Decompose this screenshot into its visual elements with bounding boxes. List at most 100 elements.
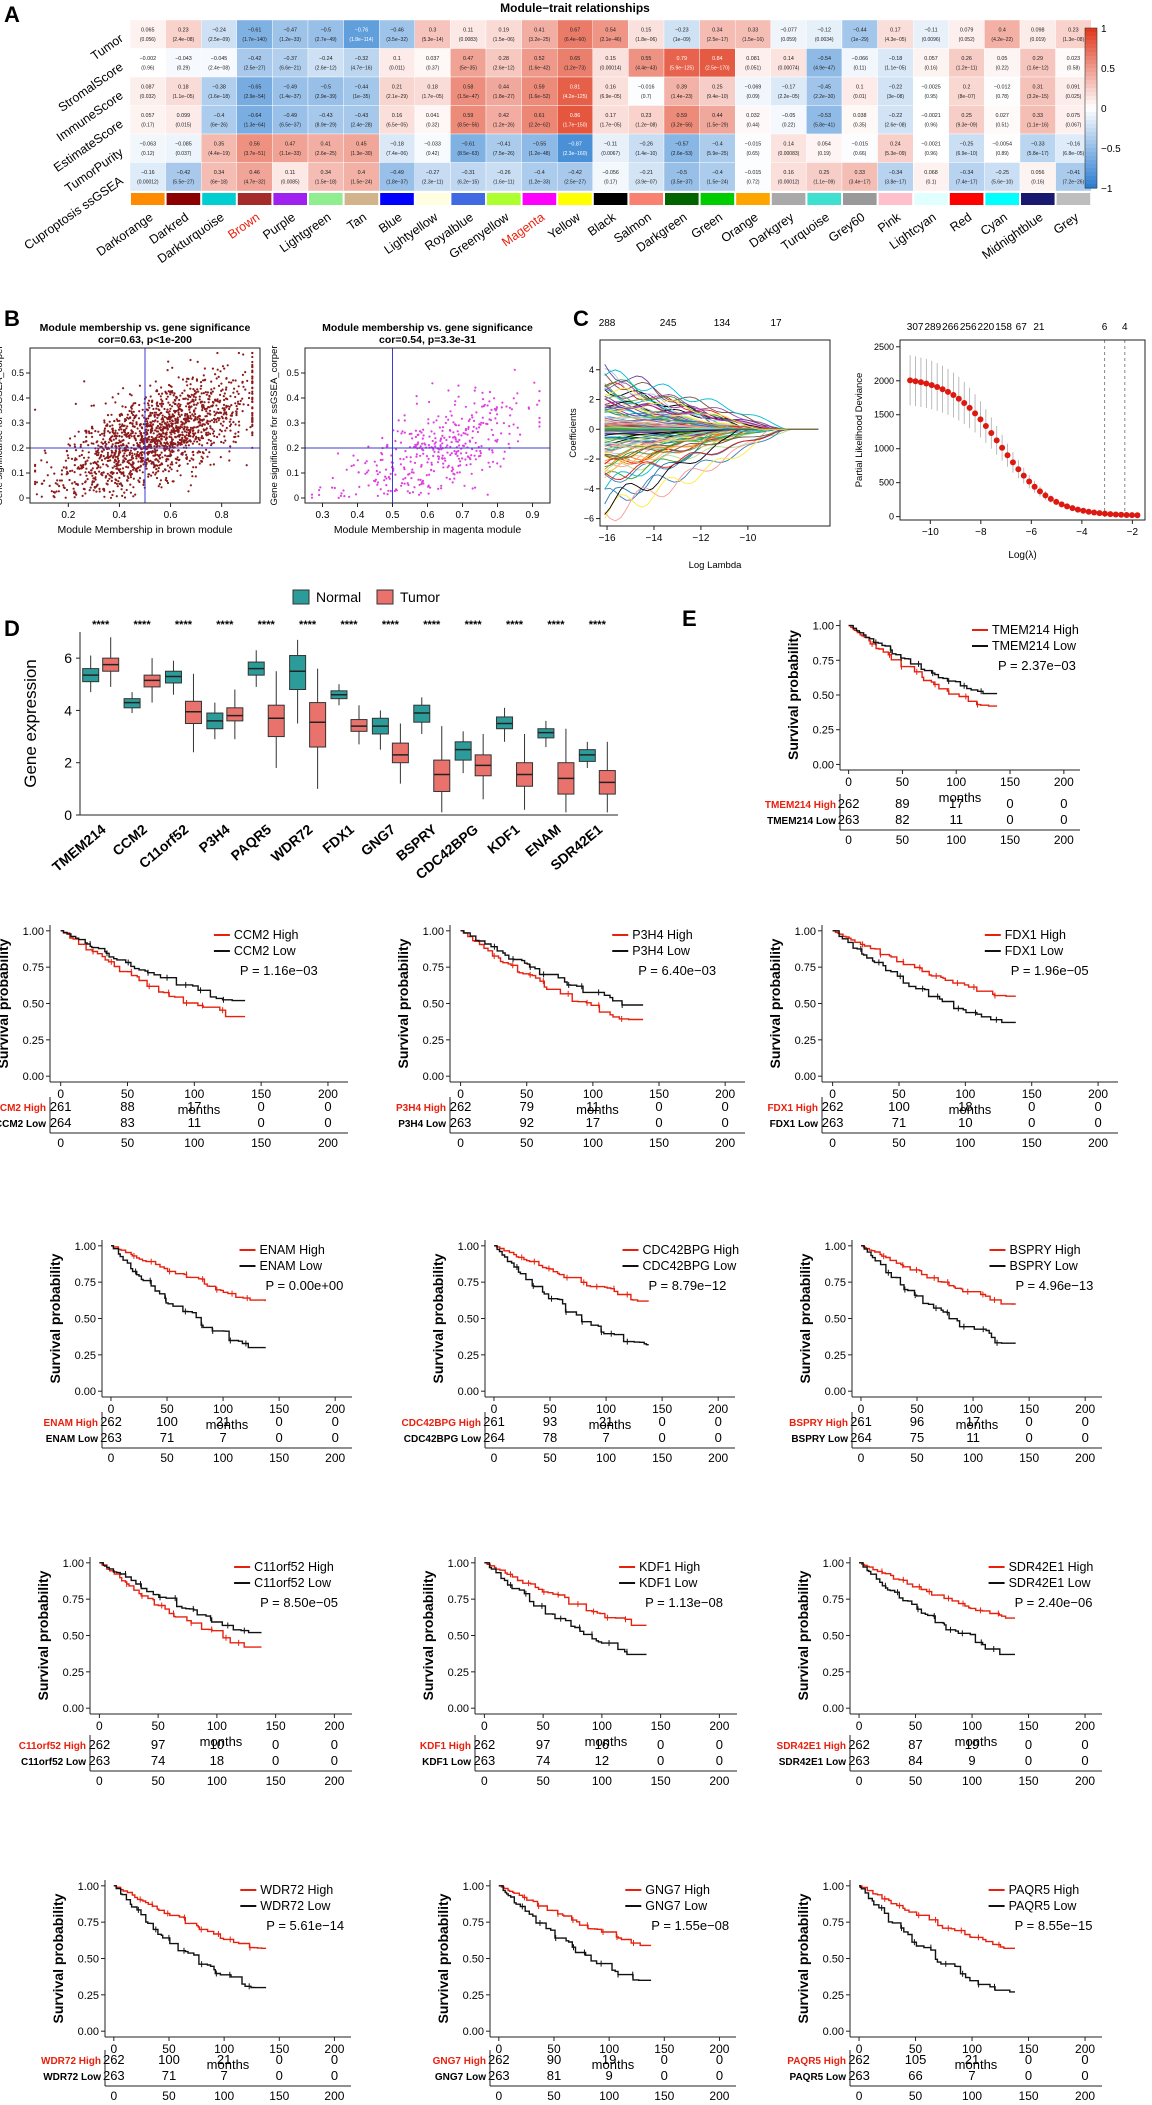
scatter-point	[194, 466, 198, 469]
scatter-point	[157, 460, 160, 463]
heatmap-cell: −0.46(3.5e−32)	[379, 19, 416, 49]
scatter-point	[414, 443, 417, 446]
scatter-point	[186, 413, 189, 416]
scatter-point	[126, 479, 129, 482]
scatter-point	[464, 442, 467, 445]
risk-x-tick-label: 0	[856, 1774, 863, 1788]
module-color-swatch	[273, 193, 307, 205]
scatter-point	[129, 476, 132, 479]
colorbar-segment	[1085, 60, 1097, 65]
scatter-point	[166, 481, 170, 485]
scatter-point	[389, 472, 392, 475]
heatmap-cell-value: −0.42	[568, 170, 582, 176]
km-curve-high	[494, 1245, 649, 1302]
y-axis-label: Survival probability	[35, 1570, 51, 1700]
cv-point	[1096, 510, 1103, 517]
scatter-point	[169, 407, 172, 410]
heatmap-cell-value: −0.016	[638, 85, 655, 91]
scatter-point	[381, 458, 384, 461]
scatter-point	[476, 430, 479, 434]
scatter-point	[158, 436, 161, 439]
scatter-point	[134, 469, 137, 472]
scatter-point	[115, 482, 118, 485]
km-panels: 0 50 100 150 2000.000.250.500.751.00monthsSu…	[0, 620, 1118, 2103]
scatter-point	[147, 451, 150, 454]
box-tumor	[309, 702, 327, 748]
scatter-point	[225, 411, 228, 414]
heatmap-cell-pvalue: (0.95)	[924, 94, 937, 100]
x-tick-label: 200	[1075, 1402, 1095, 1416]
cv-point	[1085, 508, 1092, 515]
scatter-point	[130, 394, 133, 397]
risk-x-tick-label: 50	[536, 1774, 550, 1788]
scatter-point	[208, 409, 212, 412]
scatter-point	[160, 386, 163, 389]
scatter-point	[164, 468, 167, 472]
risk-row-label-high: BSPRY High	[789, 1418, 848, 1429]
heatmap-cell: 0.16(0.00012)	[770, 162, 807, 192]
scatter-point	[482, 421, 485, 425]
x-tick-label: 0	[829, 1087, 836, 1101]
p-value: P = 5.61e−14	[266, 1918, 344, 1933]
scatter-point	[100, 441, 103, 444]
y-tick-label: 1.00	[795, 926, 816, 938]
scatter-point	[121, 413, 124, 417]
heatmap-cell-value: 0.54	[605, 28, 616, 34]
y-tick-label: 0.25	[75, 1350, 96, 1362]
scatter-point	[491, 433, 495, 437]
scatter-point	[512, 397, 515, 400]
heatmap-cell-pvalue: (4.4e−19)	[208, 151, 230, 157]
km-curve-low	[494, 1245, 649, 1346]
scatter-point	[156, 449, 159, 452]
scatter-point	[365, 471, 369, 474]
risk-count-high: 21	[965, 2052, 979, 2067]
heatmap-cell-value: 0.16	[392, 113, 403, 119]
scatter-point	[495, 406, 498, 409]
cv-point	[988, 430, 995, 437]
heatmap-cell: 0.11(0.0083)	[450, 19, 487, 49]
heatmap-cell-value: −0.53	[817, 113, 831, 119]
scatter-point	[196, 416, 199, 419]
heatmap-cell-value: −0.27	[426, 170, 440, 176]
scatter-point	[182, 427, 186, 430]
risk-count-high: 100	[156, 1414, 178, 1429]
heatmap-cell: −0.76(1.8e−114)	[343, 19, 380, 49]
scatter-point	[245, 464, 248, 467]
scatter-point	[428, 400, 431, 404]
scatter-point	[473, 389, 476, 392]
y-tick-label: 0.75	[458, 1277, 479, 1289]
scatter-point	[52, 495, 55, 498]
scatter-point	[73, 490, 76, 493]
module-color-swatch	[843, 193, 877, 205]
y-axis-label: Survival probability	[795, 1570, 811, 1700]
scatter-point	[123, 491, 126, 494]
scatter-point	[488, 448, 491, 451]
risk-count-high: 11	[586, 1099, 600, 1114]
x-tick-label: −6	[1026, 527, 1038, 538]
scatter-point	[186, 402, 189, 405]
scatter-point	[456, 454, 459, 457]
heatmap-cell-rect	[450, 76, 487, 106]
km-curve-high	[99, 1562, 262, 1648]
scatter-point	[178, 458, 181, 461]
p-value: P = 1.55e−08	[651, 1918, 729, 1933]
scatter-point	[141, 441, 144, 444]
heatmap-cell-value: −0.23	[675, 28, 689, 34]
scatter-point	[203, 423, 206, 426]
heatmap-cell-value: 0.46	[249, 170, 260, 176]
scatter-point	[170, 436, 173, 439]
scatter-point	[450, 452, 453, 455]
scatter-point	[140, 426, 143, 429]
scatter-point	[169, 463, 172, 466]
heatmap-cell-pvalue: (1.5e−24)	[707, 180, 729, 186]
y-tick-label: 0.50	[823, 1954, 844, 1966]
scatter-point	[138, 384, 141, 387]
scatter-point	[112, 455, 115, 458]
heatmap-cell: −0.42(2.5e−27)	[557, 162, 594, 192]
scatter-point	[487, 461, 490, 464]
heatmap-cell-rect	[485, 19, 522, 49]
scatter-point	[538, 390, 541, 393]
top-tick-label: 158	[995, 322, 1012, 333]
scatter-point	[178, 415, 182, 418]
heatmap-cell: 0.34(1.5e−18)	[307, 162, 344, 192]
